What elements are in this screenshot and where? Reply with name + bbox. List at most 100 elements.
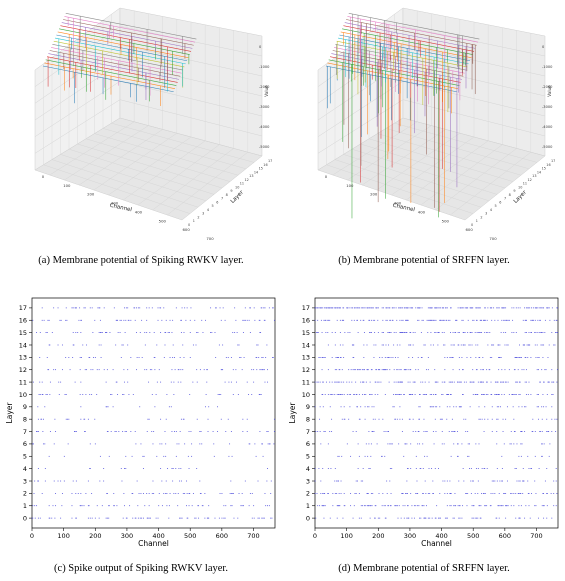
spike-point: [530, 468, 532, 469]
spike-point: [500, 505, 502, 507]
spike-point: [273, 418, 275, 420]
spike-point: [456, 443, 458, 445]
spike-point: [401, 319, 403, 321]
spike-point: [204, 517, 206, 519]
spike-point: [380, 381, 382, 383]
spike-point: [199, 369, 201, 371]
spike-point: [409, 381, 411, 383]
spike-point: [524, 357, 526, 358]
y-tick-label: 11: [523, 182, 527, 186]
spike-point: [450, 332, 452, 333]
y-tick-label: 1: [476, 219, 478, 223]
grid-line: [94, 133, 239, 176]
spike-point: [256, 344, 258, 346]
spike-point: [215, 357, 217, 358]
spike-point: [370, 307, 372, 309]
spike-point: [325, 332, 327, 333]
spike-point: [407, 307, 409, 309]
spike-point: [357, 443, 359, 445]
spike-point: [48, 505, 50, 507]
spike-point: [119, 332, 121, 333]
spike-point: [546, 468, 548, 469]
spike-point: [411, 307, 413, 309]
spike-point: [524, 307, 526, 309]
spike-point: [272, 307, 274, 309]
spike-point: [389, 319, 391, 321]
spike-point: [160, 468, 162, 469]
spike-point: [160, 418, 162, 420]
spike-point: [321, 369, 323, 371]
spike-point: [169, 357, 171, 358]
spike-point: [487, 418, 489, 420]
spike-point: [439, 319, 441, 321]
spike-point: [198, 517, 200, 519]
spike-point: [469, 332, 471, 333]
spike-point: [497, 394, 499, 395]
spike-point: [496, 517, 498, 519]
spike-point: [382, 319, 384, 321]
spike-point: [543, 517, 545, 519]
spike-point: [470, 332, 472, 333]
spike-point: [385, 517, 387, 519]
spike-point: [389, 480, 391, 482]
y-tick-label: 4: [490, 208, 492, 212]
spike-point: [189, 332, 191, 333]
spike-point: [432, 319, 434, 321]
spike-point: [144, 505, 146, 507]
spike-point: [513, 431, 515, 432]
spike-point: [344, 505, 346, 507]
spike-point: [469, 443, 471, 445]
spike-point: [410, 493, 412, 494]
spike-point: [412, 332, 414, 333]
spike-point: [372, 431, 374, 432]
spike-point: [499, 480, 501, 482]
spike-point: [151, 394, 153, 395]
spike-point: [32, 443, 34, 445]
spike-point: [63, 480, 65, 482]
spike-point: [59, 319, 61, 321]
spike-point: [39, 394, 41, 395]
spike-point: [437, 517, 439, 519]
spike-point: [381, 455, 383, 457]
spike-point: [338, 505, 340, 507]
spike-point: [546, 307, 548, 309]
spike-point: [541, 369, 543, 371]
spike-point: [31, 517, 33, 519]
spike-point: [419, 307, 421, 309]
spike-point: [551, 394, 553, 395]
spike-point: [407, 369, 409, 371]
spike-point: [409, 418, 411, 420]
y-tick-label: 0: [23, 514, 27, 522]
spike-point: [319, 381, 321, 383]
spike-point: [148, 517, 150, 519]
spike-point: [338, 493, 340, 494]
spike-point: [528, 332, 530, 333]
spike-point: [272, 307, 274, 309]
spike-point: [511, 394, 513, 395]
spike-point: [153, 357, 155, 358]
spike-point: [385, 369, 387, 371]
spike-point: [525, 319, 527, 321]
spike-point: [115, 344, 117, 346]
spike-point: [319, 418, 321, 420]
spike-point: [370, 369, 372, 371]
spike-point: [91, 517, 93, 519]
spike-point: [479, 319, 481, 321]
spike-point: [190, 431, 192, 432]
spike-point: [520, 505, 522, 507]
spike-point: [500, 406, 502, 408]
spike-point: [228, 455, 230, 457]
spike-point: [340, 480, 342, 482]
spike-point: [510, 431, 512, 432]
spike-point: [355, 307, 357, 309]
spike-point: [89, 517, 91, 519]
spike-point: [243, 319, 245, 321]
spike-point: [556, 332, 558, 333]
spike-point: [323, 431, 325, 432]
spike-point: [437, 381, 439, 383]
spike-point: [154, 357, 156, 358]
spike-point: [400, 381, 402, 383]
spike-point: [479, 307, 481, 309]
spike-point: [511, 332, 513, 333]
